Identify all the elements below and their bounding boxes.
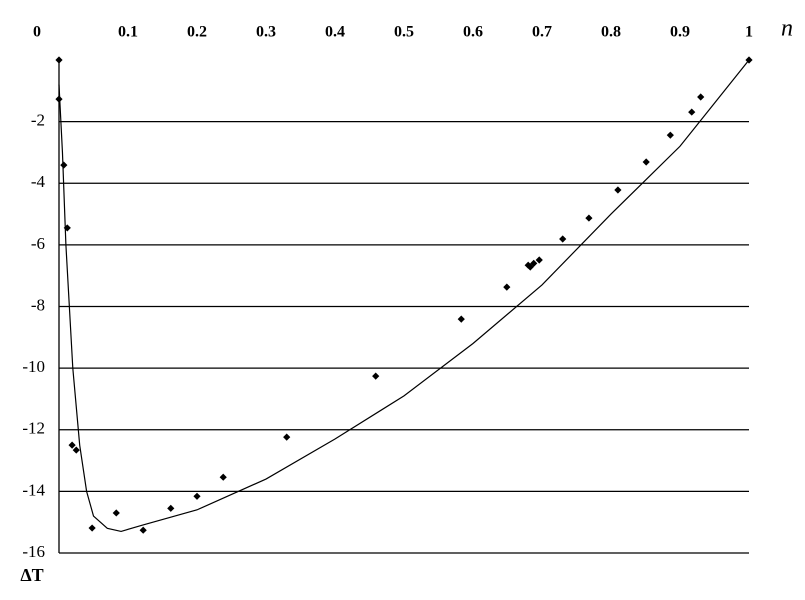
data-point [585,214,593,222]
data-point [559,235,567,243]
data-point [535,256,543,264]
y-tick-label: -6 [31,234,45,253]
data-point [642,158,650,166]
data-point [697,93,705,101]
data-point [139,526,147,534]
x-tick-label: 0.5 [394,24,414,41]
data-point [112,509,120,517]
data-point [666,131,674,139]
x-tick-label: 0.8 [601,24,621,41]
data-point [60,161,68,169]
data-point [68,441,76,449]
x-tick-label: 0.2 [187,24,207,41]
data-point [88,524,96,532]
fit-line [58,59,750,533]
x-tick-label: 1 [745,24,753,41]
x-tick-label: 0.4 [325,24,345,41]
x-tick-label: 0.7 [532,24,552,41]
y-tick-label: -8 [31,295,45,314]
data-point [503,283,511,291]
data-point [688,108,696,116]
data-point [283,433,291,441]
x-tick-label: 0.3 [256,24,276,41]
y-tick-label: -14 [22,480,45,499]
data-point [167,504,175,512]
data-point [219,473,227,481]
y-tick-label: -16 [22,542,45,561]
y-axis-label: ΔT [20,565,43,585]
y-tick-label: -10 [22,357,45,376]
x-axis-label: n [781,16,793,42]
x-tick-label: 0.6 [463,24,483,41]
data-point [193,492,201,500]
data-point [614,186,622,194]
x-tick-label: 0.9 [670,24,690,41]
data-point [372,372,380,380]
data-point [55,56,63,64]
data-point [530,259,538,267]
x-tick-label: 0 [33,24,41,41]
y-tick-label: -2 [31,111,45,130]
data-point [72,446,80,454]
y-tick-label: -4 [31,172,46,191]
x-tick-label: 0.1 [118,24,138,41]
data-point [55,95,63,103]
data-point [457,315,465,323]
y-tick-label: -12 [22,419,45,438]
